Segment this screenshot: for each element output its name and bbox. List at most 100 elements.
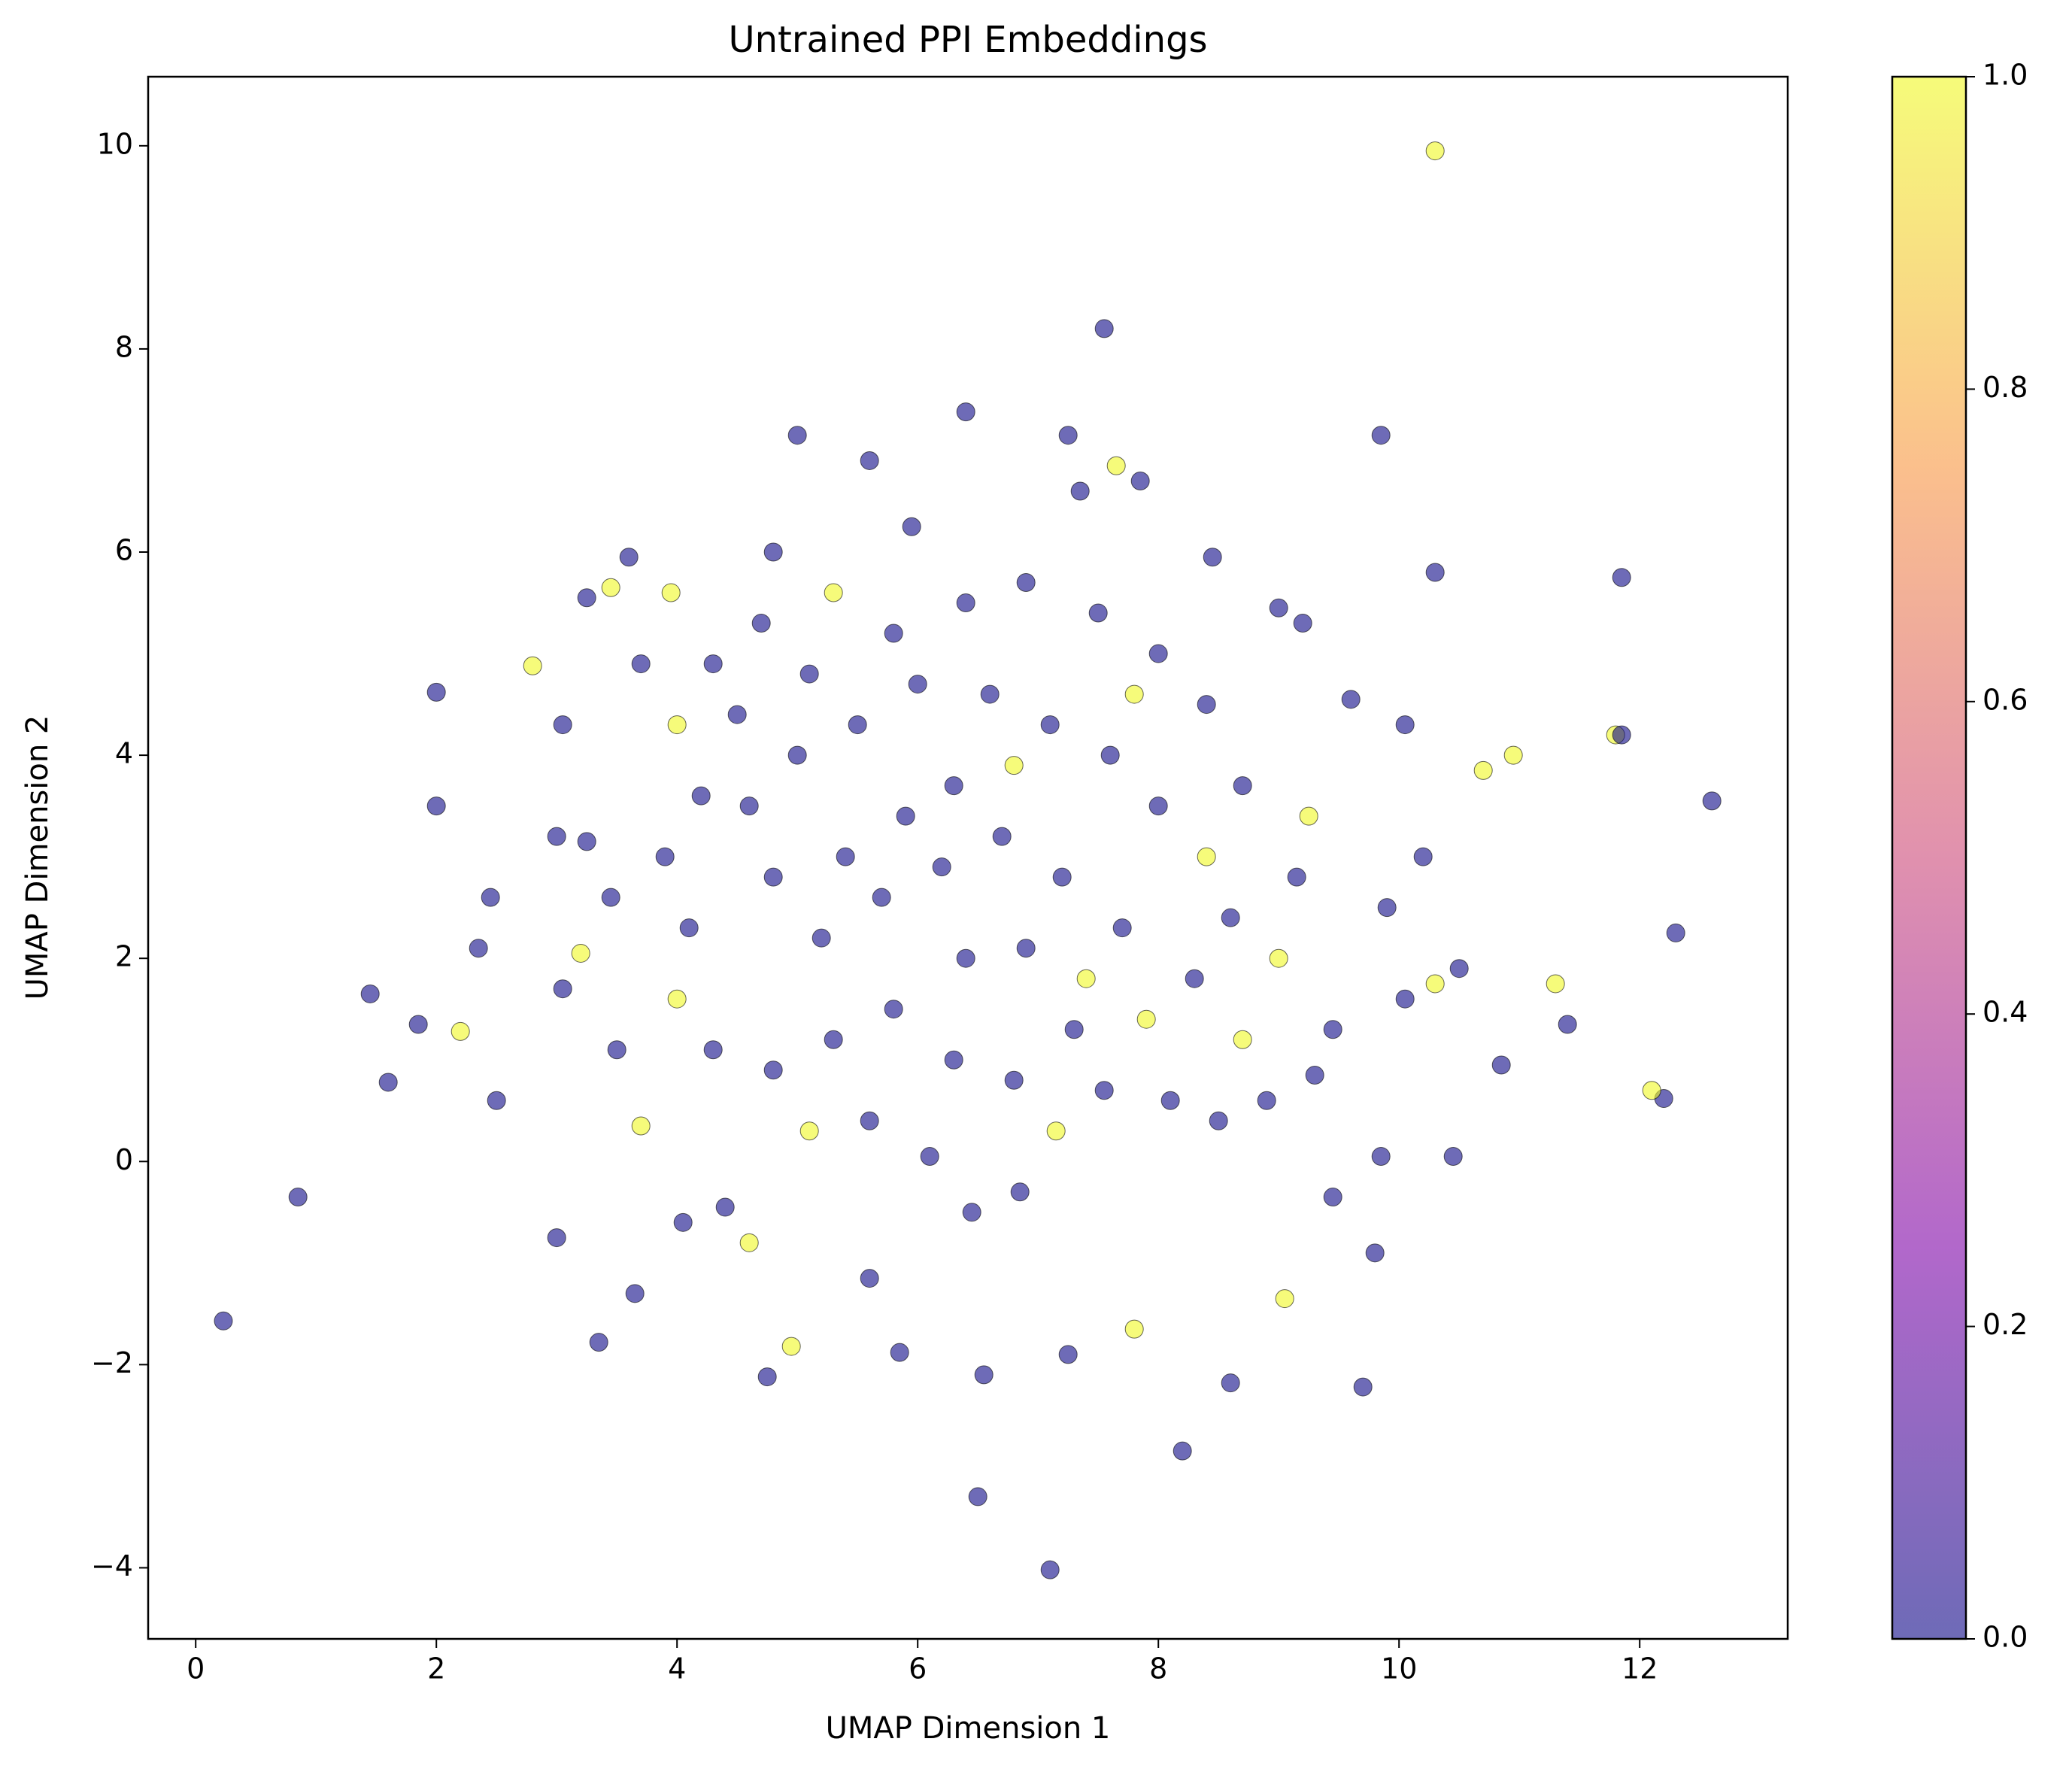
point [1148,644,1168,663]
point [1491,1055,1511,1075]
point [1233,776,1252,796]
point [1233,1030,1252,1049]
x-tick-label: 4 [668,1652,686,1686]
point [1323,1020,1342,1039]
point [691,786,711,806]
point [1353,1377,1373,1397]
point [1046,1121,1066,1141]
point [787,426,807,445]
point [884,624,903,643]
point [1197,695,1216,715]
point [619,548,639,567]
x-tick-label: 6 [909,1652,927,1686]
point [890,1343,909,1362]
point [1040,1560,1060,1579]
point [824,1030,843,1049]
point [763,1060,783,1080]
point [553,715,572,735]
point [980,684,1000,704]
x-tick-label: 10 [1381,1652,1417,1686]
point [523,656,542,675]
point [1130,471,1150,490]
point [1612,568,1631,587]
point [799,664,819,684]
point [1287,867,1306,887]
colorbar [1891,75,1967,1640]
point [1269,948,1288,968]
y-axis-label: UMAP Dimension 2 [20,715,55,1000]
point [1323,1188,1342,1207]
point [1094,1081,1114,1100]
point [469,939,488,958]
point [547,1228,566,1248]
x-tick-label: 0 [187,1652,205,1686]
point [860,451,879,470]
y-tick-label: 10 [97,127,133,160]
colorbar-tick-label: 0.0 [1983,1621,2028,1654]
point [360,984,380,1003]
point [992,827,1012,846]
point [487,1091,506,1110]
point [577,588,596,608]
colorbar-tick-label: 1.0 [1983,59,2028,92]
point [1010,1182,1030,1202]
point [1064,1020,1084,1039]
point [968,1487,987,1507]
point [655,847,675,866]
point [1269,598,1288,617]
y-tick-label: 2 [115,940,133,973]
point [1666,923,1685,942]
point [1221,908,1240,927]
point [763,542,783,562]
colorbar-tick-label: 0.6 [1983,683,2028,716]
plot-frame [147,75,1789,1640]
point [601,578,620,597]
point [884,1000,903,1019]
point [739,797,759,816]
point [860,1269,879,1288]
x-tick-label: 8 [1149,1652,1167,1686]
point [1052,867,1072,887]
point [1341,690,1361,709]
points-layer [214,141,1722,1579]
y-tick-label: 6 [115,534,133,567]
point [1702,791,1722,811]
point [426,797,446,816]
point [1425,141,1445,161]
y-tick-label: 4 [115,737,133,770]
point [1443,1147,1463,1167]
point [848,715,867,735]
x-tick-label: 12 [1621,1652,1658,1686]
point [1040,715,1060,735]
point [481,888,500,907]
point [1209,1111,1228,1130]
point [1395,989,1415,1009]
point [1473,760,1493,780]
point [836,847,855,866]
point [974,1365,994,1385]
point [703,654,723,674]
colorbar-tick-label: 0.8 [1983,371,2028,404]
point [1016,939,1036,958]
point [1124,1319,1144,1339]
point [1160,1091,1180,1110]
point [1094,319,1114,338]
point [1088,603,1108,623]
colorbar-tick-label: 0.2 [1983,1308,2028,1341]
point [1299,806,1318,826]
point [631,1116,651,1136]
point [1070,481,1090,501]
point [1058,1345,1078,1364]
point [956,593,975,613]
point [1425,563,1445,582]
chart-title: Untrained PPI Embeddings [728,19,1207,61]
point [1275,1289,1294,1309]
point [1305,1065,1324,1085]
point [763,867,783,887]
point [787,745,807,765]
point [1371,1147,1391,1167]
point [577,832,596,851]
point [1293,614,1312,633]
point [781,1337,801,1356]
point [1425,974,1445,994]
